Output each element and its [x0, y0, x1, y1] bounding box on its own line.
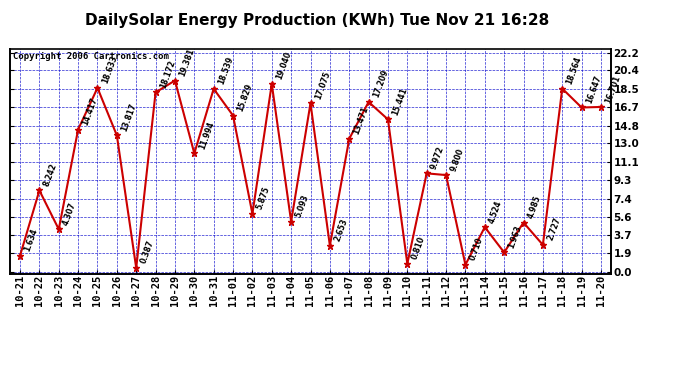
Text: 5.875: 5.875 — [255, 186, 272, 211]
Text: 5.093: 5.093 — [294, 194, 310, 219]
Text: 4.985: 4.985 — [526, 194, 543, 220]
Text: 11.994: 11.994 — [197, 120, 215, 151]
Text: 18.564: 18.564 — [565, 56, 584, 86]
Text: 19.040: 19.040 — [275, 51, 293, 81]
Text: DailySolar Energy Production (KWh) Tue Nov 21 16:28: DailySolar Energy Production (KWh) Tue N… — [86, 13, 549, 28]
Text: 17.075: 17.075 — [313, 70, 332, 100]
Text: 0.810: 0.810 — [410, 236, 427, 261]
Text: 18.539: 18.539 — [217, 56, 235, 86]
Text: 1.963: 1.963 — [507, 224, 524, 250]
Text: 4.307: 4.307 — [61, 201, 78, 226]
Text: 4.524: 4.524 — [488, 199, 504, 224]
Text: 18.633: 18.633 — [100, 54, 119, 85]
Text: 0.387: 0.387 — [139, 239, 156, 265]
Text: 14.417: 14.417 — [81, 96, 99, 127]
Text: 1.634: 1.634 — [23, 227, 39, 253]
Text: 2.653: 2.653 — [333, 217, 349, 243]
Text: 19.381: 19.381 — [178, 47, 196, 78]
Text: 13.817: 13.817 — [119, 102, 138, 133]
Text: 0.710: 0.710 — [469, 236, 485, 262]
Text: 8.242: 8.242 — [42, 162, 59, 188]
Text: 16.647: 16.647 — [584, 74, 603, 105]
Text: 15.441: 15.441 — [391, 86, 409, 117]
Text: 15.829: 15.829 — [236, 82, 254, 113]
Text: 2.727: 2.727 — [546, 216, 562, 242]
Text: Copyright 2006 Cartronics.com: Copyright 2006 Cartronics.com — [13, 52, 169, 61]
Text: 9.972: 9.972 — [429, 145, 446, 171]
Text: 17.209: 17.209 — [371, 69, 390, 99]
Text: 13.471: 13.471 — [352, 105, 371, 136]
Text: 9.800: 9.800 — [448, 147, 466, 172]
Text: 16.701: 16.701 — [604, 74, 622, 104]
Text: 18.172: 18.172 — [159, 59, 177, 90]
